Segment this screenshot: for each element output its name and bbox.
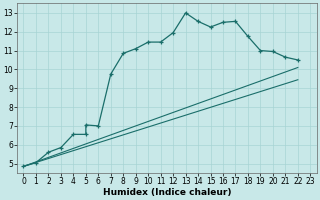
- X-axis label: Humidex (Indice chaleur): Humidex (Indice chaleur): [103, 188, 231, 197]
